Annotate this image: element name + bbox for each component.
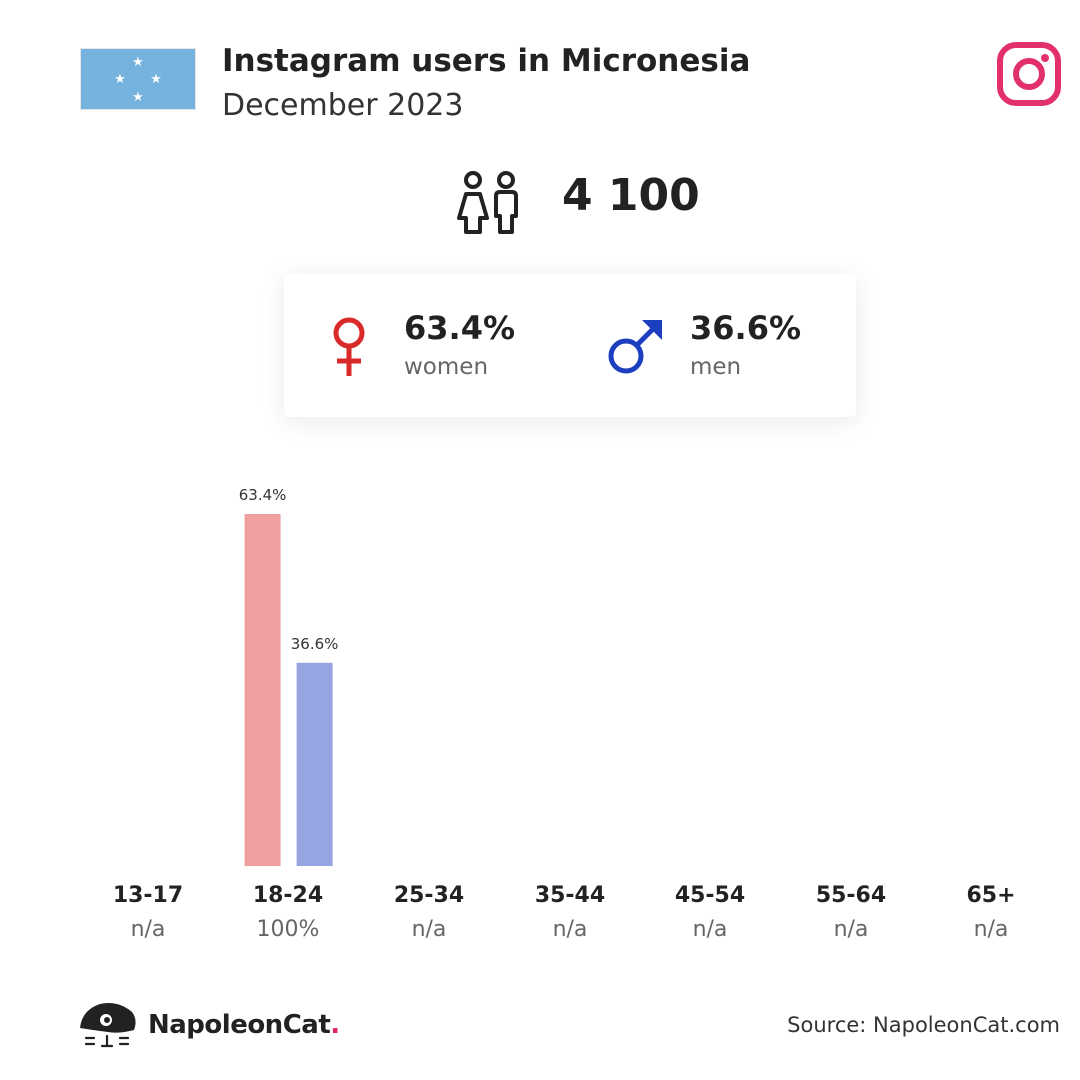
total-users-value: 4 100 (562, 170, 700, 221)
instagram-icon (997, 42, 1061, 106)
men-percent: 36.6% (690, 309, 802, 347)
age-share-45-54: n/a (692, 917, 728, 942)
age-share-55-64: n/a (833, 917, 869, 942)
svg-text:★: ★ (132, 55, 144, 70)
male-symbol-icon (608, 320, 662, 374)
age-share-18-24: 100% (256, 917, 320, 942)
people-icon (457, 171, 518, 234)
female-symbol-icon (333, 317, 365, 376)
age-label-35-44: 35-44 (534, 883, 606, 908)
women-percent: 63.4% (404, 309, 516, 347)
page-subtitle: December 2023 (222, 88, 464, 123)
women-label: women (404, 354, 489, 380)
age-gender-bar-chart: 63.4% 36.6% (239, 486, 339, 866)
age-label-18-24: 18-24 (252, 883, 324, 908)
bar-label-women-18-24: 63.4% (239, 486, 287, 504)
age-share-65-plus: n/a (973, 917, 1009, 942)
men-label: men (690, 354, 742, 380)
source-text: Source: NapoleonCat.com (787, 1013, 1060, 1037)
age-label-65-plus: 65+ (966, 883, 1016, 908)
svg-text:★: ★ (150, 72, 162, 87)
bar-women-18-24 (244, 514, 281, 866)
napoleoncat-logo-icon (80, 1003, 136, 1048)
brand-name: NapoleonCat. (148, 1010, 340, 1040)
page-title: Instagram users in Micronesia (222, 43, 751, 79)
bar-label-men-18-24: 36.6% (291, 635, 339, 653)
micronesia-flag-icon: ★ ★ ★ ★ (80, 48, 196, 110)
svg-text:★: ★ (114, 72, 126, 87)
age-share-35-44: n/a (552, 917, 588, 942)
age-share-25-34: n/a (411, 917, 447, 942)
age-label-55-64: 55-64 (815, 883, 887, 908)
bar-men-18-24 (296, 662, 333, 866)
svg-text:★: ★ (132, 90, 144, 105)
age-label-13-17: 13-17 (112, 883, 184, 908)
gender-card (284, 274, 856, 417)
age-label-45-54: 45-54 (674, 883, 746, 908)
age-share-13-17: n/a (130, 917, 166, 942)
age-label-25-34: 25-34 (393, 883, 465, 908)
